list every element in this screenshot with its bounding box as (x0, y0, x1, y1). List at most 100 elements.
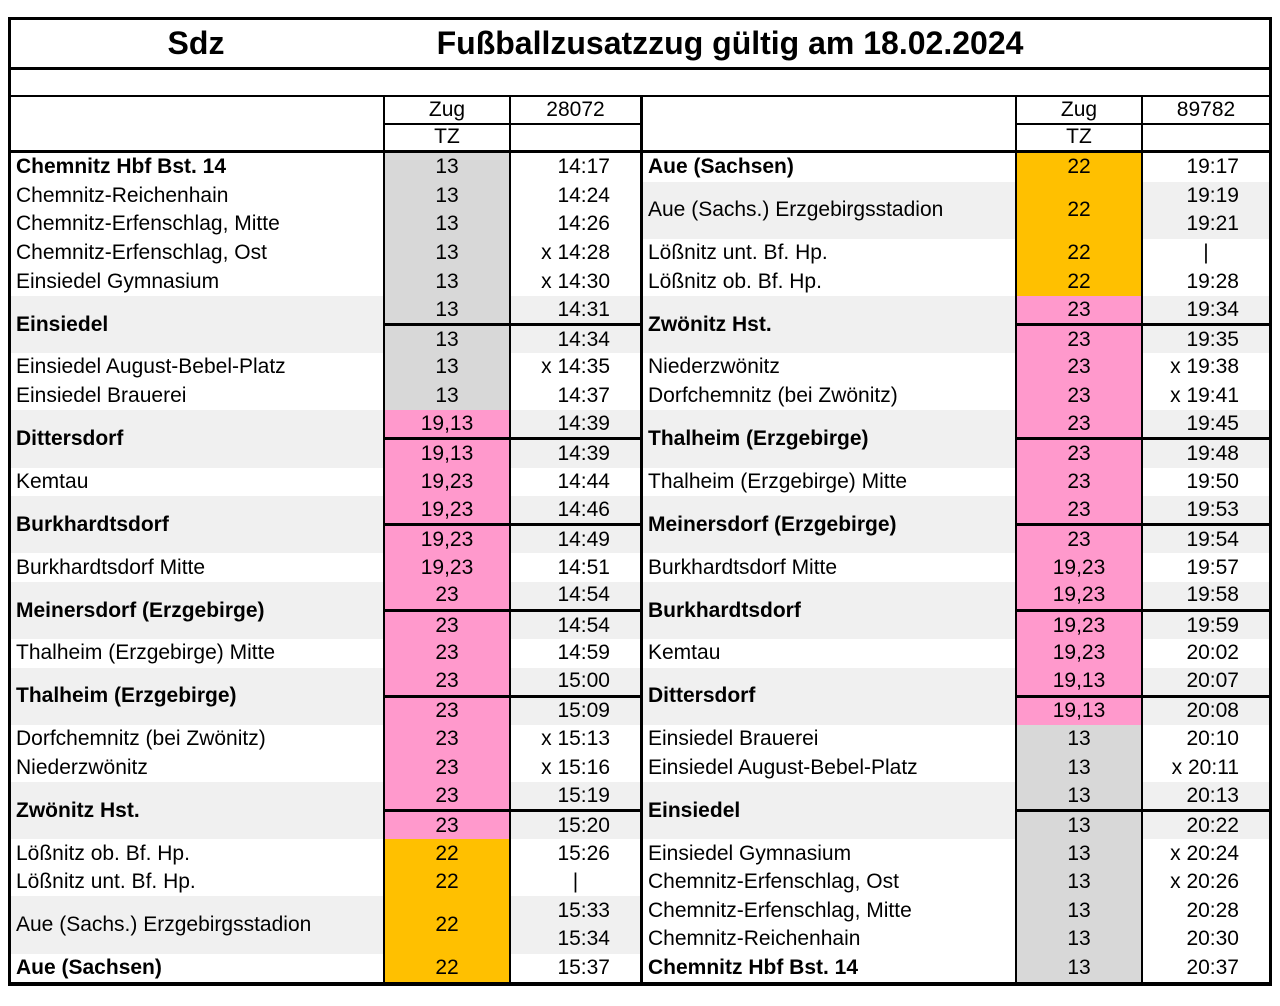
right-timetable: Zug 89782 TZ Aue (Sachsen) 22 19:17 Aue (Sa… (640, 97, 1272, 987)
timetable-subrow: 19,23 20:02 (1017, 639, 1269, 668)
station-cell: Burkhardtsdorf Mitte (11, 553, 385, 582)
station-row: Einsiedel 13 20:13 13 20:22 (643, 782, 1269, 840)
empty-header-cell (511, 125, 640, 151)
times-block: 13 14:24 (385, 181, 640, 211)
tz-cell: 13 (1017, 724, 1143, 754)
time-cell: 19:50 (1186, 469, 1239, 493)
timetable-subrow: 22 19:17 (1017, 153, 1269, 182)
time-cell: 20:02 (1186, 641, 1239, 665)
timetable-subrow: 13 20:13 (1017, 782, 1269, 813)
time-stack: 15:33 15:34 (511, 896, 640, 954)
times-block: 19,23 20:02 (1017, 639, 1269, 668)
time-cell: x 20:26 (1170, 870, 1239, 894)
empty-header-cell (1143, 125, 1269, 151)
times-block: 19,13 20:07 19,13 20:08 (1017, 667, 1269, 725)
station-row: Chemnitz-Erfenschlag, Ost 13 x 14:28 (11, 238, 640, 268)
time-cell: 14:54 (511, 612, 640, 640)
time-cell: 14:44 (557, 469, 610, 493)
times-block: 13 14:31 13 14:34 (385, 295, 640, 354)
time-cell: 19:59 (1143, 612, 1269, 640)
station-cell: Chemnitz-Erfenschlag, Mitte (11, 210, 385, 239)
station-cell: Chemnitz Hbf Bst. 14 (643, 953, 1017, 983)
time-cell: 15:37 (557, 955, 610, 979)
tz-cell: 23 (385, 581, 511, 609)
time-cell: 20:22 (1143, 812, 1269, 840)
timetable-subrow: 23 x 19:38 (1017, 353, 1269, 382)
time-cell: 15:00 (511, 667, 640, 695)
times-block: 19,23 19:58 19,23 19:59 (1017, 581, 1269, 640)
station-row: Aue (Sachs.) Erzgebirgsstadion 22 19:19 19:… (643, 181, 1269, 239)
station-cell: Meinersdorf (Erzgebirge) (11, 581, 385, 640)
timetable-subrow: 19,23 19:59 (1017, 612, 1269, 640)
time-cell: 19:45 (1143, 410, 1269, 438)
tz-cell: 22 (385, 896, 511, 954)
timetable-subrow: 19,23 14:49 (385, 526, 640, 554)
station-row: Einsiedel Brauerei 13 14:37 (11, 381, 640, 411)
station-row: Aue (Sachsen) 22 15:37 (11, 953, 640, 983)
time-cell: 15:33 (511, 896, 640, 926)
station-cell: Lößnitz ob. Bf. Hp. (643, 267, 1017, 296)
times-block: 13 20:10 (1017, 724, 1269, 754)
station-row: Thalheim (Erzgebirge) Mitte 23 19:50 (643, 467, 1269, 497)
station-cell: Aue (Sachsen) (11, 953, 385, 983)
station-cell: Dittersdorf (11, 410, 385, 468)
time-cell: 14:49 (511, 526, 640, 554)
time-cell: 19:54 (1143, 526, 1269, 554)
station-row: Thalheim (Erzgebirge) 23 15:00 23 15:09 (11, 667, 640, 725)
times-block: 23 x 15:16 (385, 753, 640, 783)
timetable-subrow: 19,23 14:44 (385, 467, 640, 497)
station-cell: Einsiedel Gymnasium (11, 267, 385, 296)
times-block: 22 19:19 19:21 (1017, 181, 1269, 239)
tz-cell: 23 (1017, 381, 1143, 411)
station-row: Dittersdorf 19,13 14:39 19,13 14:39 (11, 410, 640, 468)
timetable-subrow: 23 x 19:41 (1017, 381, 1269, 411)
timetable-subrow: 13 14:24 (385, 181, 640, 211)
timetable-subrow: 23 14:54 (385, 581, 640, 612)
timetable-subrow: 22 | (1017, 238, 1269, 268)
times-block: 23 19:45 23 19:48 (1017, 410, 1269, 468)
station-cell: Aue (Sachs.) Erzgebirgsstadion (11, 896, 385, 954)
tz-cell: 13 (1017, 867, 1143, 897)
time-cell: | (572, 870, 579, 894)
zug-header-label: Zug (385, 97, 511, 123)
timetable-subrow: 19,23 14:51 (385, 553, 640, 582)
station-cell: Dittersdorf (643, 667, 1017, 725)
station-header-cell (11, 97, 385, 150)
times-block: 13 x 14:28 (385, 238, 640, 268)
timetables-container: Zug 28072 TZ Chemnitz Hbf Bst. 14 13 14:17… (8, 97, 1272, 987)
station-row: Einsiedel Brauerei 13 20:10 (643, 724, 1269, 754)
station-row: Chemnitz-Erfenschlag, Mitte 13 20:28 (643, 896, 1269, 926)
tz-cell: 23 (1017, 295, 1143, 324)
time-cell: 19:28 (1186, 269, 1239, 293)
tz-cell: 19,23 (385, 553, 511, 582)
timetable-subrow: 13 x 14:28 (385, 238, 640, 268)
station-row: Thalheim (Erzgebirge) 23 19:45 23 19:48 (643, 410, 1269, 468)
times-block: 22 | (385, 867, 640, 897)
times-block: 13 20:28 (1017, 896, 1269, 926)
station-cell: Einsiedel Brauerei (643, 724, 1017, 754)
timetable-subrow: 13 x 20:11 (1017, 753, 1269, 783)
tz-cell: 19,23 (1017, 553, 1143, 582)
tz-cell: 13 (1017, 753, 1143, 783)
tz-cell: 19,13 (385, 410, 511, 438)
tz-cell: 19,23 (1017, 612, 1143, 640)
station-row: Lößnitz unt. Bf. Hp. 22 | (11, 867, 640, 897)
tz-cell: 23 (385, 724, 511, 754)
tz-cell: 23 (385, 782, 511, 810)
time-cell: 15:19 (511, 782, 640, 810)
tz-cell: 13 (385, 210, 511, 239)
time-cell: | (1203, 241, 1209, 265)
tz-cell: 22 (1017, 267, 1143, 296)
tz-cell: 23 (1017, 496, 1143, 524)
timetable-subrow: 23 14:54 (385, 612, 640, 640)
station-cell: Thalheim (Erzgebirge) (11, 667, 385, 725)
times-block: 19,23 14:44 (385, 467, 640, 497)
station-cell: Niederzwönitz (643, 353, 1017, 382)
station-cell: Chemnitz-Erfenschlag, Mitte (643, 896, 1017, 926)
station-row: Meinersdorf (Erzgebirge) 23 19:53 23 19:54 (643, 496, 1269, 554)
tz-cell: 19,23 (1017, 639, 1143, 668)
station-row: Dorfchemnitz (bei Zwönitz) 23 x 19:41 (643, 381, 1269, 411)
station-cell: Chemnitz Hbf Bst. 14 (11, 153, 385, 182)
header-columns: Zug 89782 TZ (1017, 97, 1269, 150)
spacer-row (8, 70, 1272, 97)
